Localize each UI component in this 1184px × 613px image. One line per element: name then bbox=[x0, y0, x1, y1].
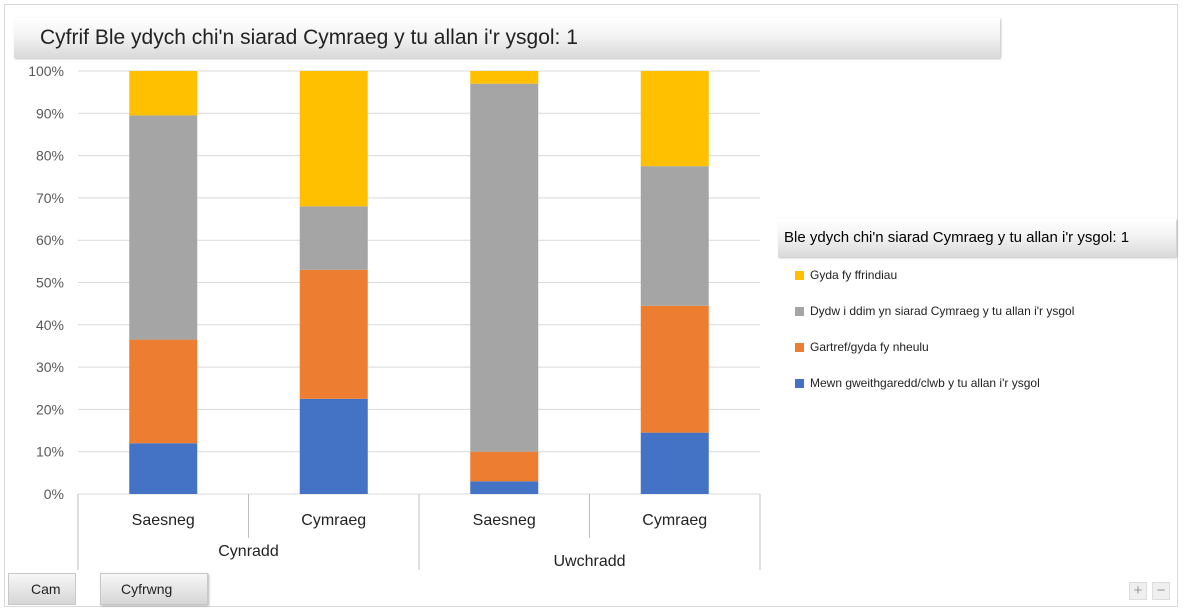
zoom-out-button[interactable]: − bbox=[1152, 582, 1170, 600]
y-tick-label: 70% bbox=[36, 190, 64, 206]
legend-item-gyda-fy-ffrindiau[interactable]: Gyda fy ffrindiau bbox=[795, 266, 897, 284]
chart-frame bbox=[4, 4, 1178, 607]
legend-label: Gyda fy ffrindiau bbox=[810, 268, 898, 282]
y-tick-label: 30% bbox=[36, 359, 64, 375]
bar-segment bbox=[129, 339, 198, 444]
bar-segment bbox=[129, 115, 198, 340]
legend-swatch bbox=[795, 306, 804, 316]
legend-swatch bbox=[795, 342, 804, 352]
legend-label: Gartref/gyda fy nheulu bbox=[810, 340, 929, 354]
cam-field-button[interactable]: Cam bbox=[8, 573, 76, 605]
legend-header: Ble ydych chi'n siarad Cymraeg y tu alla… bbox=[778, 219, 1176, 257]
bar-segment bbox=[470, 71, 539, 84]
y-tick-label: 100% bbox=[28, 63, 64, 79]
x-group-label: Uwchradd bbox=[553, 553, 625, 570]
bar-segment bbox=[299, 206, 368, 270]
y-tick-label: 20% bbox=[36, 401, 64, 417]
y-tick-label: 90% bbox=[36, 105, 64, 121]
zoom-in-button[interactable]: + bbox=[1129, 582, 1147, 600]
chart-title-bar: Cyfrif Ble ydych chi'n siarad Cymraeg y … bbox=[14, 18, 1000, 58]
bar-segment bbox=[129, 443, 198, 494]
x-category-label: Cymraeg bbox=[301, 512, 366, 529]
y-tick-label: 50% bbox=[36, 275, 64, 291]
y-tick-label: 10% bbox=[36, 444, 64, 460]
bar-segment bbox=[129, 71, 198, 116]
bar-segment bbox=[640, 432, 709, 494]
x-category-label: Cymraeg bbox=[642, 512, 707, 529]
legend-label: Dydw i ddim yn siarad Cymraeg y tu allan… bbox=[810, 304, 1075, 318]
bar-segment bbox=[299, 269, 368, 399]
legend-swatch bbox=[795, 270, 804, 280]
bar-segment bbox=[640, 305, 709, 433]
bar-segment bbox=[470, 83, 539, 452]
cam-button-label: Cam bbox=[31, 581, 61, 597]
y-tick-label: 80% bbox=[36, 148, 64, 164]
legend-item-gartref[interactable]: Gartref/gyda fy nheulu bbox=[795, 338, 929, 356]
bar-segment bbox=[299, 398, 368, 494]
x-category-label: Saesneg bbox=[473, 512, 536, 529]
legend-item-mewn-gweithgaredd[interactable]: Mewn gweithgaredd/clwb y tu allan i'r ys… bbox=[795, 374, 1040, 392]
legend-title: Ble ydych chi'n siarad Cymraeg y tu alla… bbox=[784, 229, 1130, 246]
cyfrwng-field-button[interactable]: Cyfrwng bbox=[100, 573, 208, 605]
bar-segment bbox=[470, 451, 539, 482]
legend-swatch bbox=[795, 378, 804, 388]
x-category-label: Saesneg bbox=[132, 512, 195, 529]
legend-label: Mewn gweithgaredd/clwb y tu allan i'r ys… bbox=[810, 376, 1040, 390]
y-tick-label: 60% bbox=[36, 232, 64, 248]
cyfrwng-button-label: Cyfrwng bbox=[121, 581, 173, 597]
bar-segment bbox=[640, 166, 709, 306]
legend-item-dydw-i-ddim[interactable]: Dydw i ddim yn siarad Cymraeg y tu allan… bbox=[795, 302, 1074, 320]
chart-title: Cyfrif Ble ydych chi'n siarad Cymraeg y … bbox=[40, 26, 578, 49]
bar-segment bbox=[640, 71, 709, 167]
y-tick-label: 0% bbox=[44, 486, 64, 502]
y-tick-label: 40% bbox=[36, 317, 64, 333]
x-group-label: Cynradd bbox=[218, 543, 278, 560]
bar-segment bbox=[299, 71, 368, 207]
bar-segment bbox=[470, 481, 539, 494]
